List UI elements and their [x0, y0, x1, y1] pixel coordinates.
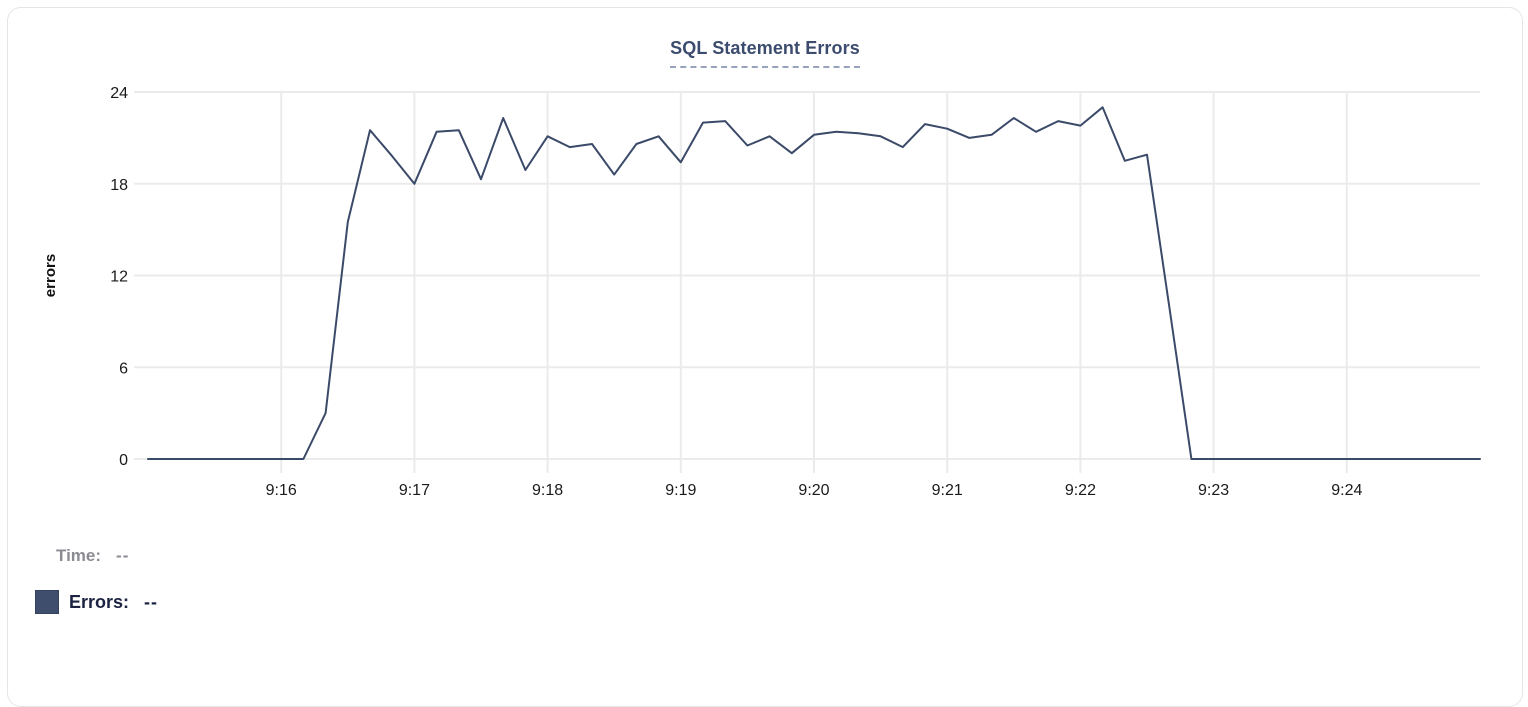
chart-title-link[interactable]: SQL Statement Errors	[670, 38, 860, 68]
y-axis-label: errors	[42, 254, 59, 297]
y-tick-label: 12	[110, 269, 128, 286]
y-tick-label: 24	[110, 85, 128, 102]
x-tick-label: 9:20	[798, 482, 829, 499]
legend-errors-label: Errors:	[69, 591, 130, 612]
tooltip-time-row: Time: --	[56, 546, 129, 566]
legend-errors-row: Errors: --	[35, 590, 158, 614]
chart-card: SQL Statement Errors 0 6 12 18 24 9:16 9:17 9:1…	[7, 7, 1523, 707]
errors-line-chart[interactable]: 0 6 12 18 24 9:16 9:17 9:18 9:19 9:20 9:21 9:22 9:23…	[8, 8, 1528, 513]
errors-series-swatch	[35, 590, 59, 614]
x-tick-label: 9:16	[266, 482, 297, 499]
tooltip-time-label: Time:	[56, 546, 102, 565]
x-tick-label: 9:24	[1331, 482, 1362, 499]
y-tick-label: 18	[110, 177, 128, 194]
y-tick-label: 0	[119, 452, 128, 469]
y-tick-label: 6	[119, 360, 128, 377]
x-tick-label: 9:17	[399, 482, 430, 499]
chart-header: SQL Statement Errors	[8, 38, 1522, 68]
x-tick-label: 9:19	[665, 482, 696, 499]
x-tick-label: 9:22	[1065, 482, 1096, 499]
legend-errors-value: --	[144, 591, 159, 612]
x-tick-label: 9:23	[1198, 482, 1229, 499]
x-tick-label: 9:21	[932, 482, 963, 499]
x-tick-label: 9:18	[532, 482, 563, 499]
errors-series-line	[147, 106, 1481, 460]
tooltip-time-value: --	[116, 546, 130, 565]
